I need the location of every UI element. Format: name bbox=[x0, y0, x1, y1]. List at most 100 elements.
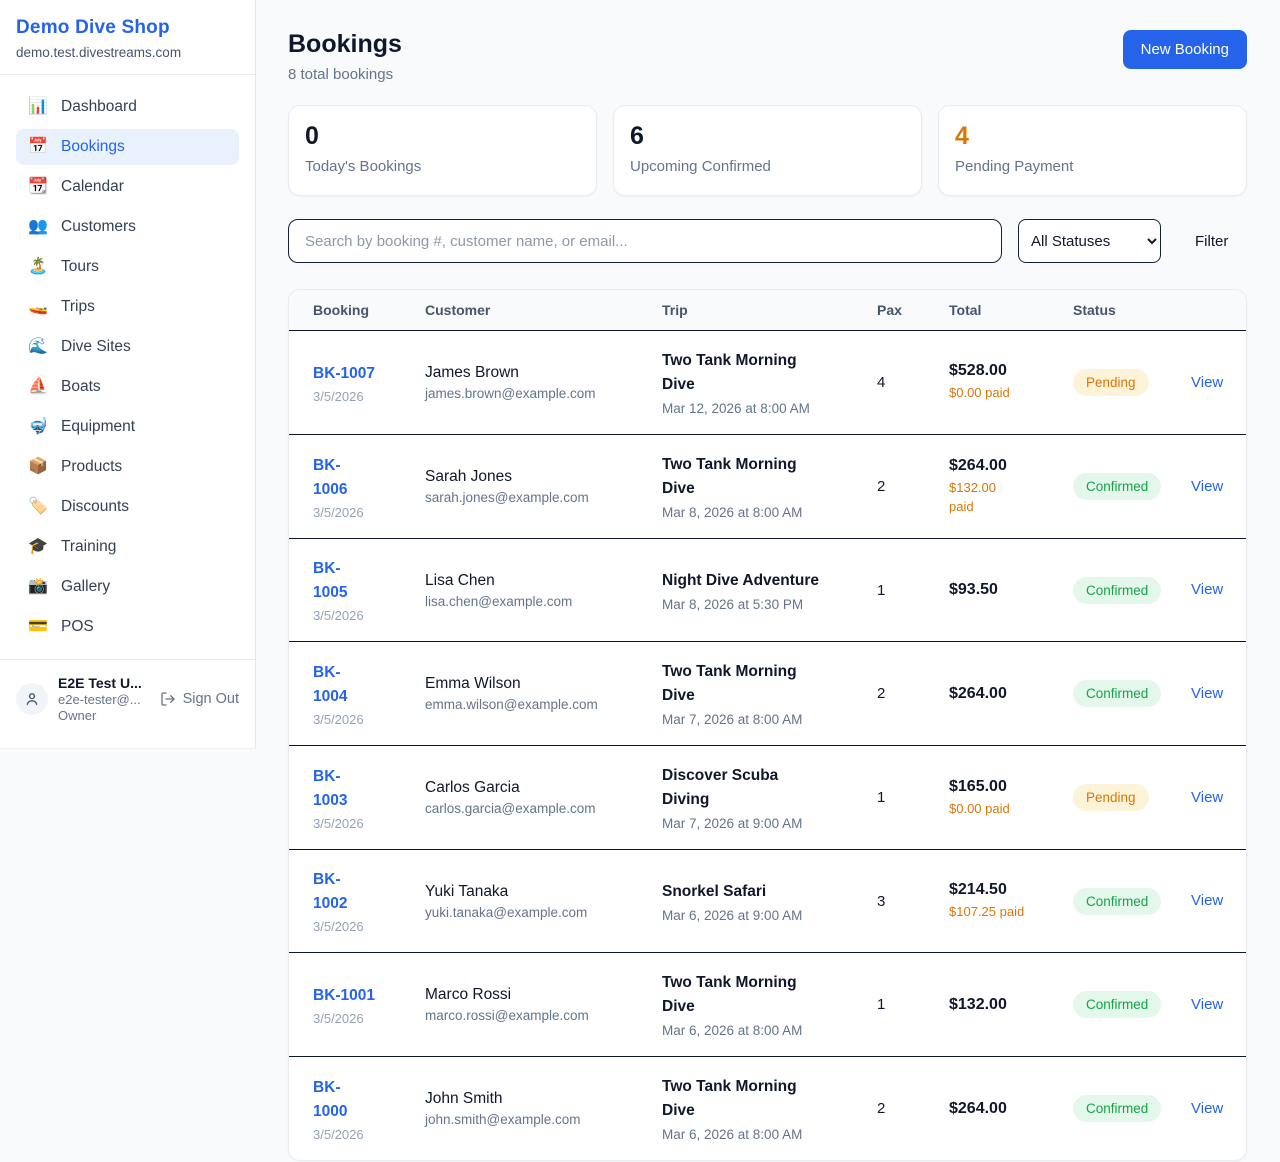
pax-count: 2 bbox=[877, 1100, 886, 1118]
stat-label: Today's Bookings bbox=[305, 158, 422, 175]
total-cell: $214.50 $107.25 paid bbox=[949, 881, 1073, 921]
sidebar-footer: E2E Test U... e2e-tester@... Owner Sign … bbox=[0, 659, 255, 738]
trip-datetime: Mar 8, 2026 at 8:00 AM bbox=[662, 505, 803, 521]
booking-id-link[interactable]: BK- 1000 bbox=[313, 1078, 348, 1120]
view-link[interactable]: View bbox=[1191, 892, 1224, 910]
sidebar-item-label: Customers bbox=[61, 218, 136, 235]
table-row: BK- 1002 3/5/2026 Yuki Tanaka yuki.tanak… bbox=[289, 850, 1246, 954]
booking-id-link[interactable]: BK-1001 bbox=[313, 986, 376, 1004]
sailboat-icon: ⛵ bbox=[28, 378, 48, 395]
total-cell: $132.00 bbox=[949, 996, 1073, 1014]
sidebar-item-equipment[interactable]: 🤿 Equipment bbox=[16, 409, 239, 445]
total-cell: $528.00 $0.00 paid bbox=[949, 362, 1073, 402]
status-cell: Confirmed bbox=[1073, 680, 1191, 708]
table-header: Booking Customer Trip Pax Total Status bbox=[289, 290, 1246, 331]
trip-datetime: Mar 7, 2026 at 8:00 AM bbox=[662, 712, 803, 728]
view-link[interactable]: View bbox=[1191, 581, 1224, 599]
booking-cell: BK- 1000 3/5/2026 bbox=[313, 1076, 425, 1142]
sidebar-item-pos[interactable]: 💳 POS bbox=[16, 609, 239, 645]
status-badge: Confirmed bbox=[1073, 680, 1162, 708]
sidebar-item-trips[interactable]: 🚤 Trips bbox=[16, 289, 239, 325]
user-info: E2E Test U... e2e-tester@... Owner bbox=[58, 675, 150, 723]
actions-cell: View bbox=[1191, 892, 1233, 910]
status-badge: Confirmed bbox=[1073, 991, 1162, 1019]
customer-cell: Yuki Tanaka yuki.tanaka@example.com bbox=[425, 883, 662, 920]
shop-header: Demo Dive Shop demo.test.divestreams.com bbox=[0, 0, 255, 75]
status-select[interactable]: All Statuses bbox=[1018, 219, 1161, 263]
view-link[interactable]: View bbox=[1191, 788, 1224, 806]
pax-count: 3 bbox=[877, 892, 886, 910]
table-row: BK- 1000 3/5/2026 John Smith john.smith@… bbox=[289, 1057, 1246, 1160]
view-link[interactable]: View bbox=[1191, 995, 1224, 1013]
total-amount: $528.00 bbox=[949, 362, 1007, 380]
sidebar-item-dashboard[interactable]: 📊 Dashboard bbox=[16, 89, 239, 125]
island-icon: 🏝️ bbox=[28, 258, 48, 275]
sidebar-item-calendar[interactable]: 📆 Calendar bbox=[16, 169, 239, 205]
status-cell: Confirmed bbox=[1073, 1095, 1191, 1123]
sidebar-item-label: Tours bbox=[61, 258, 99, 275]
actions-cell: View bbox=[1191, 1100, 1233, 1118]
sidebar-item-label: Boats bbox=[61, 378, 101, 395]
sidebar-item-dive-sites[interactable]: 🌊 Dive Sites bbox=[16, 329, 239, 365]
sidebar-item-training[interactable]: 🎓 Training bbox=[16, 529, 239, 565]
booking-id-link[interactable]: BK- 1003 bbox=[313, 767, 348, 809]
customer-name: Sarah Jones bbox=[425, 468, 513, 486]
sidebar-item-boats[interactable]: ⛵ Boats bbox=[16, 369, 239, 405]
trip-datetime: Mar 8, 2026 at 5:30 PM bbox=[662, 596, 804, 612]
status-badge: Confirmed bbox=[1073, 576, 1162, 604]
booking-cell: BK-1001 3/5/2026 bbox=[313, 984, 425, 1026]
sidebar-item-label: Equipment bbox=[61, 418, 136, 435]
search-input[interactable] bbox=[288, 219, 1002, 263]
sidebar-item-label: Products bbox=[61, 458, 123, 475]
customer-email: john.smith@example.com bbox=[425, 1112, 581, 1128]
filter-button[interactable]: Filter bbox=[1177, 223, 1246, 260]
booking-date: 3/5/2026 bbox=[313, 504, 364, 520]
col-customer: Customer bbox=[425, 302, 491, 318]
view-link[interactable]: View bbox=[1191, 373, 1224, 391]
trip-name: Two Tank Morning Dive bbox=[662, 974, 797, 1016]
booking-id-link[interactable]: BK- 1005 bbox=[313, 560, 348, 602]
sidebar-item-customers[interactable]: 👥 Customers bbox=[16, 209, 239, 245]
booking-date: 3/5/2026 bbox=[313, 608, 364, 624]
sidebar-item-discounts[interactable]: 🏷️ Discounts bbox=[16, 489, 239, 525]
sidebar-item-gallery[interactable]: 📸 Gallery bbox=[16, 569, 239, 605]
booking-cell: BK- 1003 3/5/2026 bbox=[313, 765, 425, 831]
booking-id-link[interactable]: BK- 1002 bbox=[313, 871, 348, 913]
bookings-table: Booking Customer Trip Pax Total Status B… bbox=[288, 289, 1247, 1162]
sidebar-item-tours[interactable]: 🏝️ Tours bbox=[16, 249, 239, 285]
sidebar-item-label: Dashboard bbox=[61, 98, 137, 115]
view-link[interactable]: View bbox=[1191, 684, 1224, 702]
total-amount: $264.00 bbox=[949, 1099, 1007, 1117]
sidebar-item-products[interactable]: 📦 Products bbox=[16, 449, 239, 485]
sign-out-button[interactable]: Sign Out bbox=[160, 691, 239, 707]
stats-row: 0 Today's Bookings 6 Upcoming Confirmed … bbox=[288, 105, 1247, 196]
status-badge: Confirmed bbox=[1073, 887, 1162, 915]
main-content: Bookings 8 total bookings New Booking 0 … bbox=[256, 0, 1280, 1162]
new-booking-button[interactable]: New Booking bbox=[1122, 30, 1247, 69]
calendar-icon: 📆 bbox=[28, 178, 48, 195]
paid-amount: $0.00 paid bbox=[949, 800, 1010, 816]
sidebar-item-label: Calendar bbox=[61, 178, 124, 195]
stat-label: Upcoming Confirmed bbox=[630, 158, 771, 175]
view-link[interactable]: View bbox=[1191, 477, 1224, 495]
actions-cell: View bbox=[1191, 996, 1233, 1014]
trip-datetime: Mar 6, 2026 at 8:00 AM bbox=[662, 1023, 803, 1039]
sidebar-item-bookings[interactable]: 📅 Bookings bbox=[16, 129, 239, 165]
customer-cell: Sarah Jones sarah.jones@example.com bbox=[425, 468, 662, 505]
table-row: BK- 1006 3/5/2026 Sarah Jones sarah.jone… bbox=[289, 435, 1246, 540]
view-link[interactable]: View bbox=[1191, 1099, 1224, 1117]
booking-id-link[interactable]: BK- 1006 bbox=[313, 456, 348, 498]
total-amount: $264.00 bbox=[949, 457, 1007, 475]
booking-id-link[interactable]: BK-1007 bbox=[313, 364, 376, 382]
booking-date: 3/5/2026 bbox=[313, 388, 364, 404]
booking-date: 3/5/2026 bbox=[313, 1126, 364, 1142]
total-cell: $93.50 bbox=[949, 581, 1073, 599]
shop-name: Demo Dive Shop bbox=[16, 17, 170, 38]
customer-cell: Emma Wilson emma.wilson@example.com bbox=[425, 675, 662, 712]
table-row: BK-1007 3/5/2026 James Brown james.brown… bbox=[289, 331, 1246, 436]
col-trip: Trip bbox=[662, 302, 688, 318]
total-amount: $264.00 bbox=[949, 684, 1007, 702]
booking-id-link[interactable]: BK- 1004 bbox=[313, 663, 348, 705]
status-cell: Confirmed bbox=[1073, 991, 1191, 1019]
status-cell: Confirmed bbox=[1073, 887, 1191, 915]
